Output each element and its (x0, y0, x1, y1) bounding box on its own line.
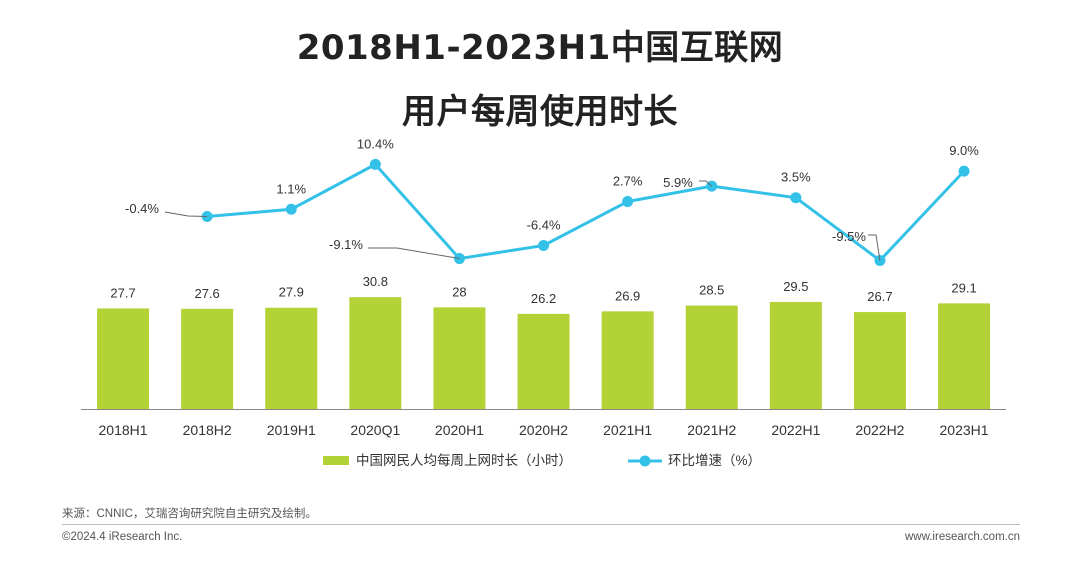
legend-bar-label: 中国网民人均每周上网时长（小时） (356, 453, 572, 468)
x-tick-label-2021H1: 2021H1 (603, 422, 652, 438)
x-tick-label-2020H2: 2020H2 (519, 422, 568, 438)
bar-2020H2 (517, 313, 570, 409)
growth-label-2021H2: 5.9% (663, 175, 693, 190)
chart-title-line-1: 2018H1-2023H1中国互联网 (296, 28, 784, 68)
growth-point-2021H1 (622, 196, 634, 208)
growth-label-2022H2: -9.5% (832, 229, 866, 244)
bar-2022H1 (769, 301, 822, 409)
bar-2019H1 (265, 307, 318, 409)
bar-2021H1 (601, 311, 654, 409)
leader-line-2020H1 (368, 247, 460, 260)
bar-label-2021H2: 28.5 (699, 283, 724, 298)
growth-point-2020H2 (538, 240, 550, 252)
x-tick-label-2023H1: 2023H1 (940, 422, 989, 438)
legend-bar-swatch (323, 456, 349, 465)
bar-2020H1 (433, 307, 486, 409)
bar-label-2022H2: 26.7 (867, 289, 892, 304)
growth-point-2019H1 (285, 203, 297, 215)
growth-label-2018H2: -0.4% (125, 201, 159, 216)
growth-label-2020H1: -9.1% (329, 237, 363, 252)
chart-title-line-2: 用户每周使用时长 (402, 92, 678, 132)
bar-label-2018H2: 27.6 (194, 286, 219, 301)
x-tick-label-2018H2: 2018H2 (183, 422, 232, 438)
combo-chart: 27.7 27.6 27.9 30.8 28 26.2 26.9 28.5 29.5 26.7 29… (81, 136, 1007, 468)
x-tick-label-2019H1: 2019H1 (267, 422, 316, 438)
bar-2018H2 (181, 308, 234, 409)
bar-2022H2 (853, 312, 906, 409)
bar-2020Q1 (349, 297, 402, 409)
bar-label-2018H1: 27.7 (110, 285, 135, 300)
growth-point-2023H1 (958, 165, 970, 177)
website-link[interactable]: www.iresearch.com.cn (904, 531, 1020, 543)
x-tick-label-2022H2: 2022H2 (855, 422, 904, 438)
leader-line-2018H2 (164, 211, 208, 218)
leader-line-2021H2 (699, 180, 713, 187)
bar-2021H2 (685, 305, 738, 409)
bar-label-2021H1: 26.9 (615, 288, 640, 303)
growth-label-2023H1: 9.0% (949, 143, 979, 158)
copyright-text: ©2024.4 iResearch Inc. (62, 531, 183, 543)
bar-label-2020H1: 28 (452, 284, 466, 299)
bar-label-2020H2: 26.2 (531, 291, 556, 306)
growth-point-2020Q1 (369, 158, 381, 170)
bar-label-2023H1: 29.1 (951, 280, 976, 295)
leader-line-2022H2 (868, 234, 881, 261)
x-tick-label-2022H1: 2022H1 (771, 422, 820, 438)
x-tick-label-2018H1: 2018H1 (99, 422, 148, 438)
bar-label-2019H1: 27.9 (279, 285, 304, 300)
growth-point-2022H1 (790, 192, 802, 204)
growth-label-2021H1: 2.7% (613, 174, 643, 189)
x-tick-label-2020H1: 2020H1 (435, 422, 484, 438)
growth-rate-line (207, 162, 966, 262)
bar-label-2022H1: 29.5 (783, 279, 808, 294)
bar-label-2020Q1: 30.8 (363, 274, 388, 289)
bar-2018H1 (97, 308, 150, 409)
x-tick-label-2020Q1: 2020Q1 (350, 422, 400, 438)
legend-line-label: 环比增速（%） (668, 453, 761, 468)
growth-label-2020Q1: 10.4% (357, 136, 394, 151)
growth-label-2022H1: 3.5% (781, 170, 811, 185)
footer-divider (62, 524, 1020, 525)
legend-line-marker (639, 455, 651, 467)
growth-label-2019H1: 1.1% (276, 181, 306, 196)
bar-2023H1 (938, 303, 991, 409)
source-note: 来源：CNNIC，艾瑞咨询研究院自主研究及绘制。 (62, 508, 317, 520)
growth-label-2020H2: -6.4% (527, 218, 561, 233)
x-tick-label-2021H2: 2021H2 (687, 422, 736, 438)
